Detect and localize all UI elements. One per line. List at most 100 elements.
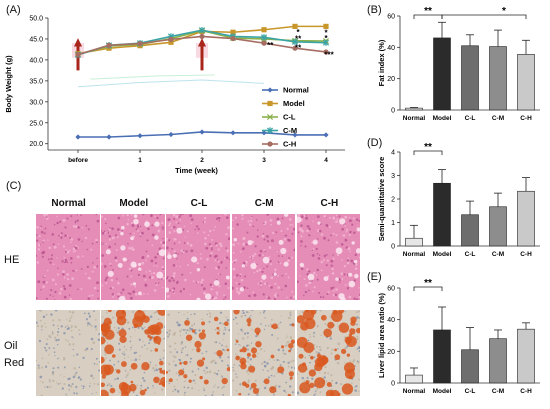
tissue-speck [174, 355, 177, 359]
tissue-speck [247, 220, 250, 223]
tissue-speck [167, 334, 171, 337]
fat-vacuole [133, 218, 139, 225]
tissue-speck [39, 227, 42, 229]
fat-vacuole [166, 287, 170, 293]
tissue-speck [68, 343, 71, 346]
tissue-speck [38, 339, 42, 343]
tissue-speck [95, 214, 98, 216]
tissue-speck [270, 239, 274, 243]
tissue-speck [189, 214, 193, 218]
tissue-speck [161, 266, 164, 269]
tissue-speck [291, 224, 294, 226]
tissue-speck [139, 225, 142, 227]
tissue-speck [236, 323, 238, 325]
he-stain-image [101, 214, 165, 300]
tissue-speck [64, 250, 67, 253]
fat-vacuole [167, 254, 173, 260]
tissue-speck [49, 294, 52, 297]
tissue-speck [217, 259, 219, 261]
tissue-speck [40, 325, 44, 328]
tissue-speck [276, 217, 279, 221]
tissue-speck [119, 230, 121, 233]
bar [489, 206, 507, 247]
lipid-droplet [268, 386, 276, 394]
lipid-droplet [153, 376, 161, 384]
tissue-speck [193, 280, 195, 282]
tissue-speck [339, 382, 343, 386]
tissue-speck [143, 379, 146, 382]
tissue-speck [178, 241, 181, 244]
significance-bracket [441, 14, 527, 19]
tissue-speck [150, 315, 153, 318]
lipid-droplet [298, 353, 304, 359]
series-point [292, 45, 298, 51]
tissue-speck [197, 232, 200, 235]
tissue-speck [96, 281, 99, 285]
tissue-speck [43, 275, 46, 278]
series-point [261, 40, 267, 46]
tissue-speck [358, 296, 361, 298]
tissue-speck [87, 277, 91, 280]
tissue-speck [150, 349, 153, 352]
tissue-speck [359, 317, 361, 320]
tissue-speck [253, 252, 256, 256]
tissue-speck [207, 310, 210, 312]
tissue-speck [223, 339, 225, 341]
lipid-droplet [183, 374, 188, 379]
tissue-speck [262, 249, 266, 252]
tissue-speck [173, 250, 177, 253]
tissue-speck [344, 310, 346, 312]
fat-vacuole [247, 239, 253, 246]
tissue-speck [73, 367, 76, 370]
stain-texture [296, 310, 361, 396]
tissue-speck [206, 313, 209, 316]
stain-texture [231, 214, 296, 300]
tissue-speck [59, 382, 62, 385]
tissue-speck [313, 286, 316, 289]
tissue-speck [312, 271, 316, 275]
lipid-droplet [149, 336, 153, 340]
tissue-speck [313, 360, 316, 362]
tissue-speck [253, 261, 255, 263]
tissue-speck [108, 238, 112, 241]
tissue-speck [121, 229, 124, 232]
tissue-speck [198, 389, 200, 392]
panel-label-c: (C) [6, 180, 22, 192]
tissue-speck [223, 385, 226, 388]
tissue-speck [40, 225, 43, 228]
tissue-speck [74, 250, 77, 253]
tissue-speck [62, 245, 66, 248]
tissue-speck [231, 261, 234, 264]
tissue-speck [65, 338, 67, 341]
tissue-speck [41, 251, 44, 255]
tissue-speck [211, 248, 214, 251]
tissue-speck [68, 389, 70, 391]
tissue-speck [36, 234, 38, 236]
lipid-droplet [329, 389, 340, 396]
tissue-speck [240, 214, 244, 217]
lipid-droplet [157, 310, 165, 316]
tissue-speck [219, 322, 222, 325]
tissue-speck [184, 225, 186, 228]
tissue-speck [327, 372, 329, 375]
lipid-droplet [153, 336, 159, 342]
significance-mark: * [502, 6, 506, 17]
lipid-droplet [287, 393, 291, 396]
x-tick-label: 3 [262, 157, 266, 164]
y-tick-label: 1 [391, 220, 395, 227]
tissue-speck [117, 360, 120, 363]
tissue-speck [72, 251, 75, 253]
tissue-speck [155, 283, 158, 286]
y-tick-label: 50.0 [29, 16, 43, 23]
series-point [267, 141, 273, 147]
tissue-speck [323, 371, 327, 375]
bar [489, 338, 507, 384]
tissue-speck [192, 379, 195, 382]
tissue-speck [56, 273, 60, 276]
tissue-speck [246, 231, 248, 234]
legend-label: C-L [283, 113, 296, 122]
lipid-droplet [287, 349, 291, 353]
tissue-speck [131, 359, 133, 361]
lipid-droplet [112, 354, 116, 358]
